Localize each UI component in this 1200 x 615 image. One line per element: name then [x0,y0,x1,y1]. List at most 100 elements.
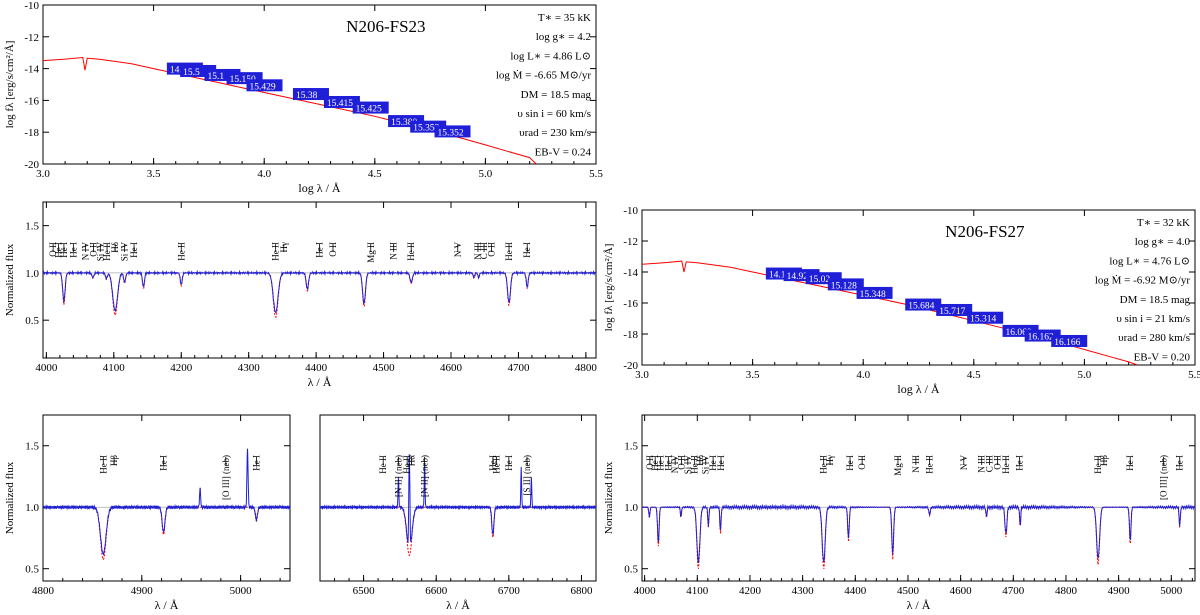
plot-frame [42,414,291,582]
line-id-label: N III [473,242,483,260]
x-tick-label: 4.0 [856,369,870,381]
line-id-label: Hδ [110,242,120,253]
x-tick-label: 6700 [498,585,521,597]
photometry-box [292,88,329,101]
x-tick-label: 3.5 [746,369,760,381]
stellar-parameter: EB-V = 0.20 [1134,351,1191,363]
photometry-label: 15.5 [183,68,200,78]
photometry-box [936,303,973,316]
x-tick-label: 4700 [507,362,530,374]
photometry-label: 15.380 [391,118,417,128]
photometry-label: 15.02 [809,275,831,285]
x-tick-label: 4200 [170,362,193,374]
line-id-label: He I [716,455,726,471]
x-tick-label: 4400 [305,362,328,374]
photometry-box [967,311,1004,324]
line-id-label: He I [251,455,261,471]
photometry-box [434,125,471,138]
plot-area [320,454,596,557]
line-id-label: He II [491,455,501,474]
line-id-label: He I [59,242,69,258]
y-tick-label: -20 [623,360,638,372]
y-tick-label: -18 [24,127,39,139]
x-tick-label: 4200 [739,585,762,597]
model-spectrum [43,272,596,319]
stellar-parameter: log g∗ = 4.2 [536,31,591,43]
y-axis-label: log fλ [erg/s/cm²/Å] [603,244,615,332]
line-id-label: O II [645,455,655,470]
photometry-box [827,278,864,291]
line-id-label: He I [315,242,325,258]
y-axis-label: log fλ [erg/s/cm²/Å] [4,41,16,129]
line-id-label: [S II] (neb) [522,455,532,495]
line-id-label: N V [959,455,969,471]
panel-opt_fs27: 4000 4100 4200 4300 4400 4500 4600 4700 4800 4900… [603,414,1196,612]
photometry-label: 15.128 [831,281,857,291]
x-axis-label: λ / Å [308,375,332,389]
line-id-label: Si IV [701,455,711,475]
sed-model-line [642,260,1138,365]
photometry-label: 14.92 [787,272,809,282]
photometry-label: 16.166 [1054,338,1080,348]
line-id-label: He II [271,242,281,261]
sed-model-line [43,56,537,164]
y-tick-label: 0.5 [25,315,39,327]
line-id-label: O II [48,242,58,257]
line-id-label: He I [663,455,673,471]
x-tick-label: 4000 [35,362,58,374]
line-id-label: He II [102,242,112,261]
plot-frame [641,414,1196,582]
line-id-label: He I [1125,455,1135,471]
x-tick-label: 4.5 [368,168,382,180]
x-tick-label: 5.5 [1188,369,1200,381]
line-id-label: N V [453,242,463,258]
stellar-parameter: υ sin i = 21 km/s [1116,313,1190,325]
x-tick-label: 4600 [440,362,463,374]
line-id-label: Hγ [279,242,289,252]
line-id-label: Hα [407,455,417,466]
line-id-label: He I [522,242,532,258]
line-id-label: He I [708,455,718,471]
stellar-parameter: DM = 18.5 mag [521,89,592,101]
observed-spectrum [43,448,290,556]
x-tick-label: 5000 [1160,585,1183,597]
line-id-label: He II [98,455,108,474]
x-tick-label: 4000 [634,585,657,597]
model-spectrum [642,506,1195,569]
x-tick-label: 4900 [1108,585,1131,597]
star-name: N206-FS27 [945,222,1025,241]
line-id-label: N III [389,242,399,260]
panel-blue_fs23: 4000 4100 4200 4300 4400 4500 4600 4700 4800 0.5 1… [4,201,597,389]
line-id-label: O II [328,242,338,257]
stellar-parameter: log Ṁ = -6.65 M⊙/yr [496,70,592,82]
star-name: N206-FS23 [346,17,425,36]
line-id-label: He II [819,455,829,474]
line-id-label: He I [504,455,514,471]
line-id-label: He II [504,242,514,261]
photometry-box [323,95,360,108]
line-id-label: Hγ [825,455,835,465]
line-id-label: He I [159,455,169,471]
y-axis-label: Normalized flux [4,461,16,534]
x-tick-label: 5000 [230,585,253,597]
line-id-label: He I [488,455,498,471]
x-axis-label: log λ / Å [897,382,939,396]
plot-frame [641,209,1196,366]
plot-area [43,448,290,560]
line-id-label: N IV [80,242,90,261]
stellar-parameter: log Ṁ = -6.92 M⊙/yr [1095,275,1191,287]
photometry-label: 15.314 [970,315,996,325]
line-id-label: He I [129,242,139,258]
line-id-label: Mg II [366,242,376,263]
line-id-label: Si IV [120,242,130,262]
panel-sed_fs23: 3.0 3.5 4.0 4.5 5.0 5.5 -20 -18 -16 -14 -12 -10 log … [4,0,603,195]
panel-sed_fs27: 3.0 3.5 4.0 4.5 5.0 5.5 -20 -18 -16 -14 -12 -10 log … [603,205,1200,396]
photometry-label: 15.717 [939,307,965,317]
line-id-label: Hβ [109,455,119,466]
photometry-label: 15.429 [250,82,276,92]
stellar-parameter: DM = 18.5 mag [1120,294,1191,306]
x-tick-label: 4600 [950,585,973,597]
